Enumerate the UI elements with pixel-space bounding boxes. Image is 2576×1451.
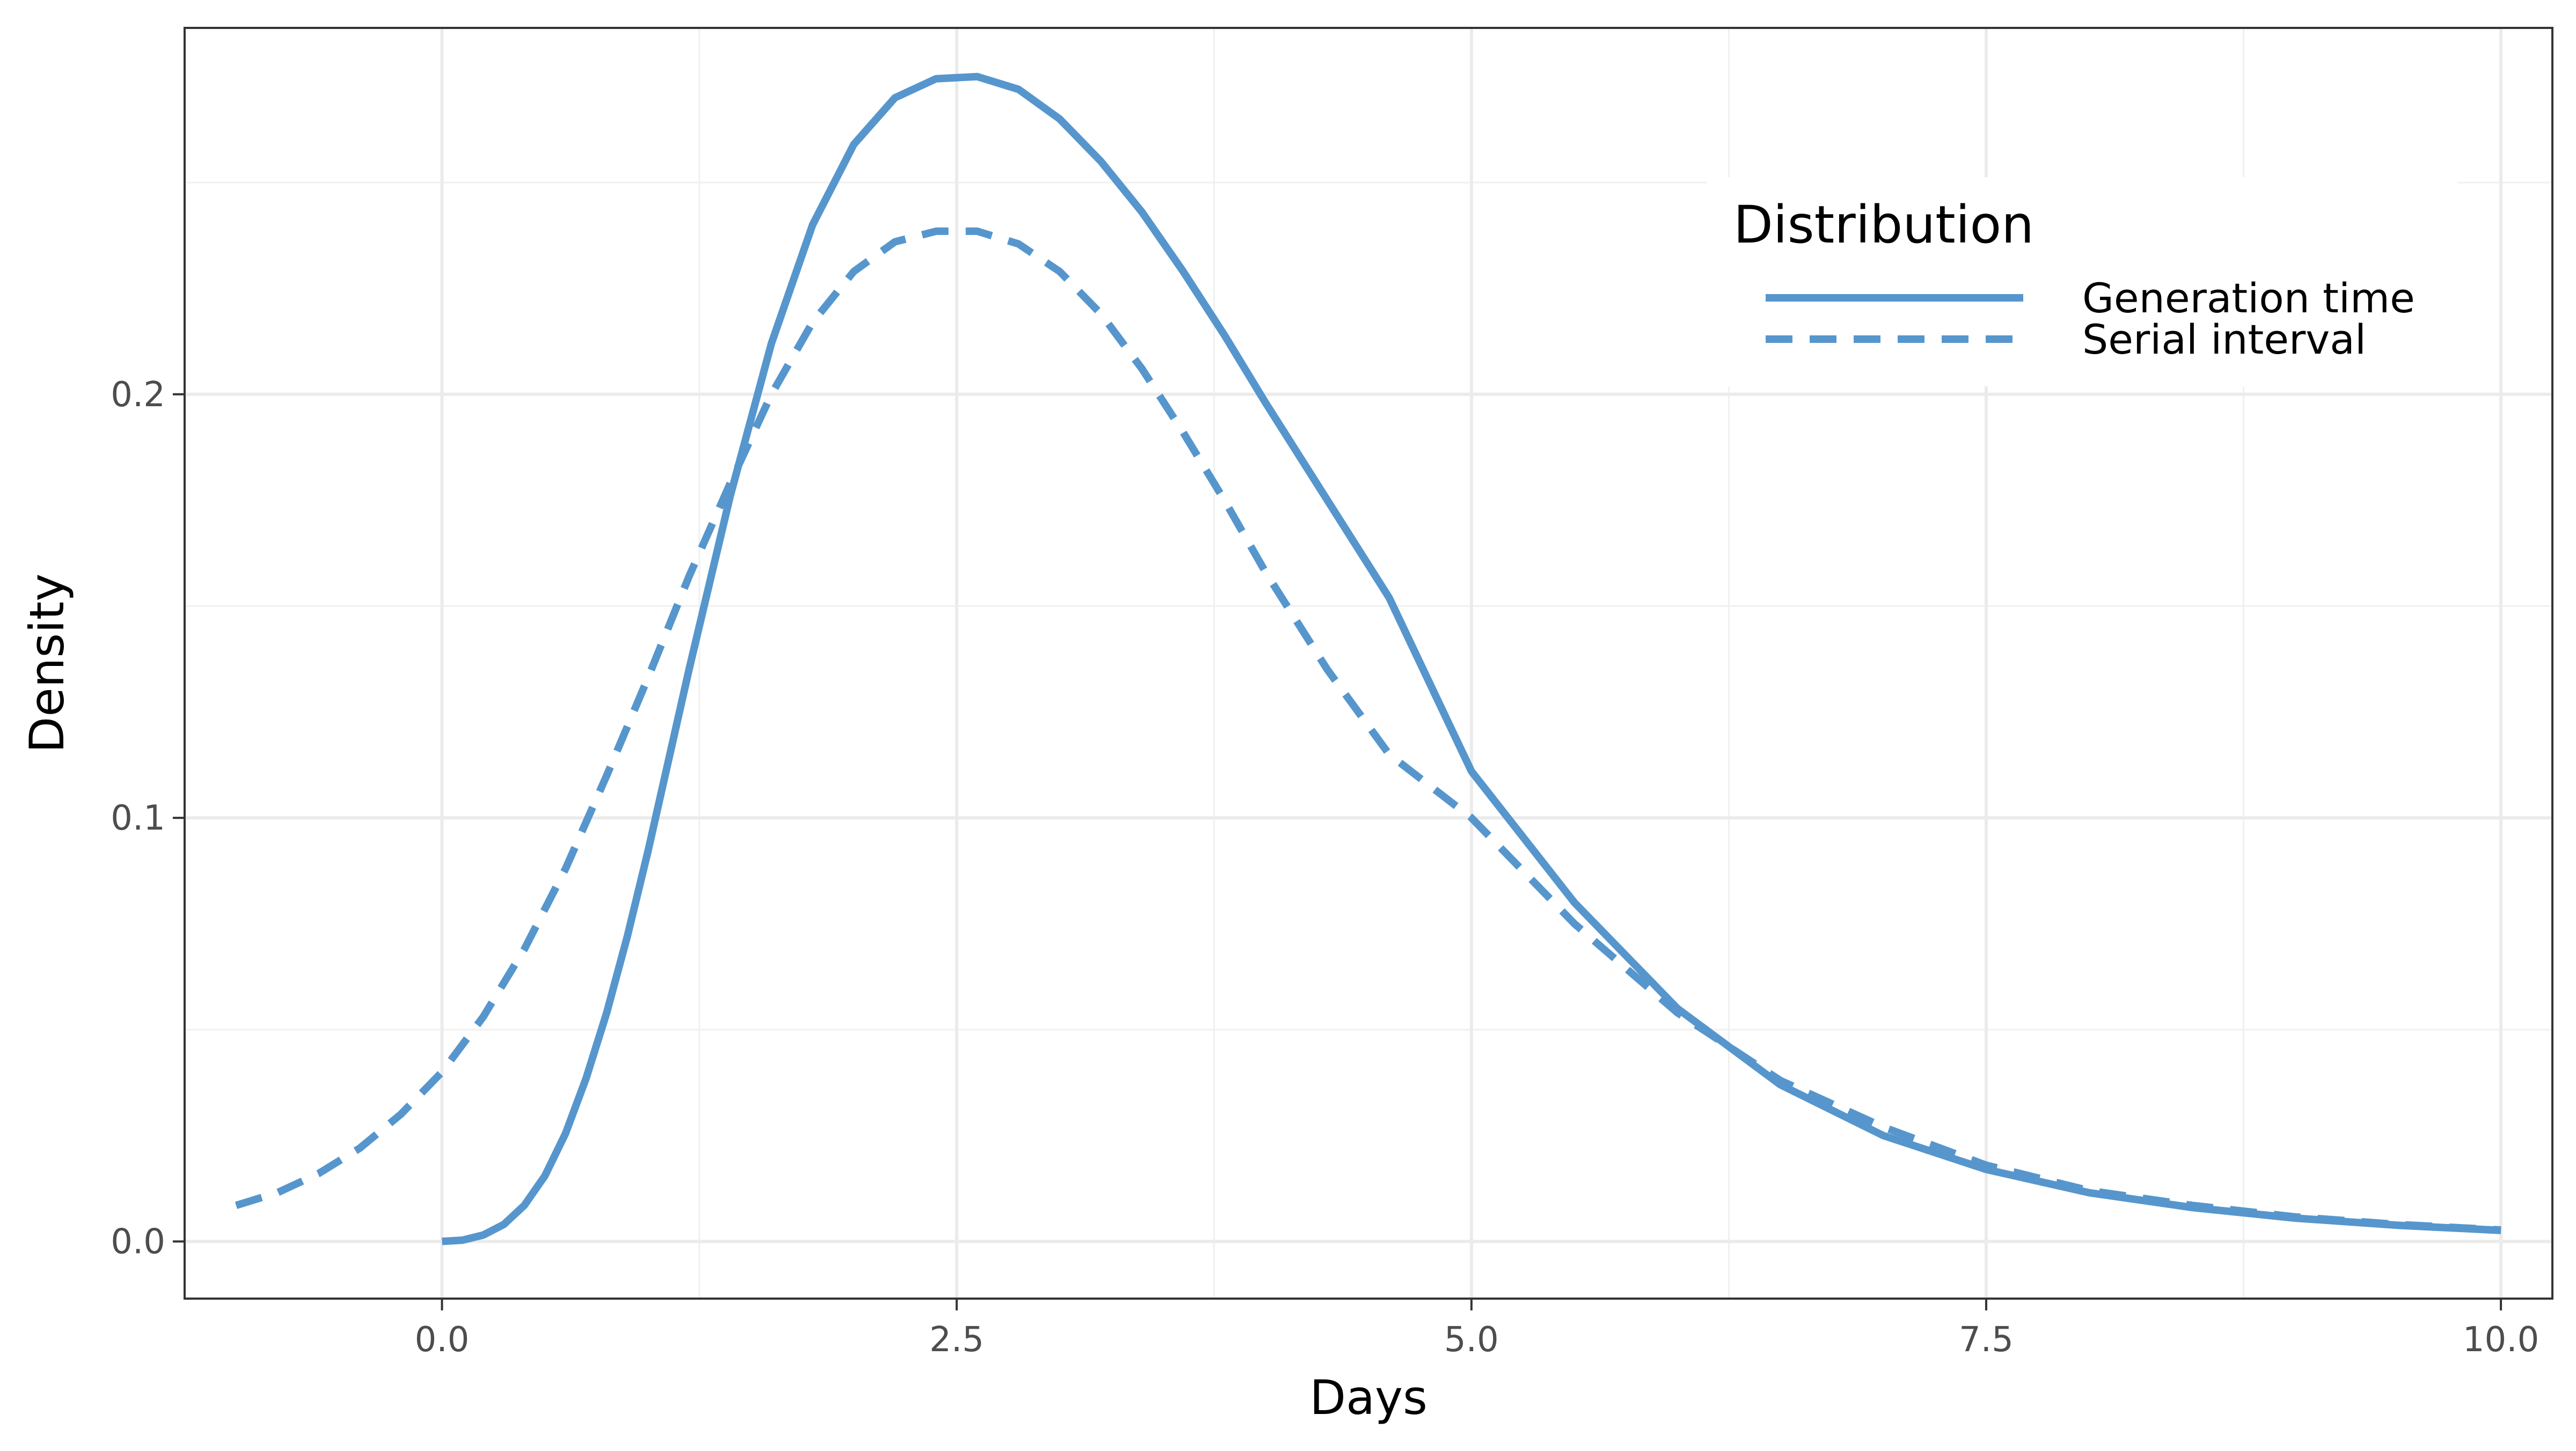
- x-tick-label: 10.0: [2463, 1320, 2540, 1360]
- x-axis-title: Days: [1309, 1370, 1428, 1425]
- x-tick-label: 7.5: [1959, 1320, 2014, 1360]
- y-tick-label: 0.0: [111, 1222, 165, 1262]
- x-tick-label: 0.0: [415, 1320, 470, 1360]
- x-axis: 0.0 2.5 5.0 7.5 10.0: [415, 1299, 2540, 1360]
- legend-background: [1707, 177, 2458, 386]
- legend-label: Serial interval: [2082, 316, 2366, 363]
- legend-title: Distribution: [1733, 195, 2034, 255]
- y-axis-title: Density: [19, 574, 75, 753]
- y-tick-label: 0.1: [111, 798, 165, 838]
- legend-label: Generation time: [2082, 274, 2415, 322]
- plot-border: [184, 27, 2553, 1300]
- x-tick-label: 5.0: [1444, 1320, 1499, 1360]
- series-line-serial-interval: [235, 227, 2501, 1234]
- series-layer: [235, 72, 2501, 1245]
- series-line-generation-time: [442, 72, 2501, 1245]
- major-gridlines: [185, 28, 2552, 1299]
- y-axis: 0.0 0.1 0.2: [111, 375, 185, 1262]
- y-tick-label: 0.2: [111, 375, 165, 415]
- x-tick-label: 2.5: [930, 1320, 984, 1360]
